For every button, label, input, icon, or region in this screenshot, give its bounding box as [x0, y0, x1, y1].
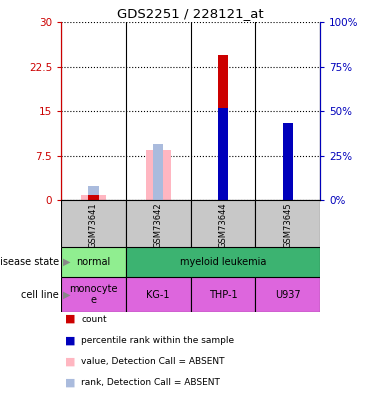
Text: monocyte
e: monocyte e [69, 284, 118, 305]
Bar [126, 277, 191, 312]
Text: ■: ■ [65, 377, 75, 387]
Text: percentile rank within the sample: percentile rank within the sample [81, 336, 235, 345]
Text: myeloid leukemia: myeloid leukemia [180, 257, 266, 267]
Bar [283, 123, 293, 200]
Text: disease state: disease state [0, 257, 59, 267]
Bar [255, 277, 320, 312]
Bar [191, 277, 255, 312]
Text: GSM73644: GSM73644 [218, 202, 228, 247]
Text: normal: normal [76, 257, 111, 267]
Bar [61, 200, 126, 247]
Bar [126, 200, 191, 247]
Bar [191, 200, 255, 247]
Bar [81, 194, 106, 200]
Text: rank, Detection Call = ABSENT: rank, Detection Call = ABSENT [81, 378, 220, 387]
Bar [283, 135, 293, 200]
Bar [153, 144, 163, 200]
Text: ■: ■ [65, 356, 75, 366]
Bar [61, 247, 126, 277]
Bar [88, 185, 98, 200]
Bar [218, 55, 228, 200]
Text: KG-1: KG-1 [147, 290, 170, 300]
Text: GSM73641: GSM73641 [89, 202, 98, 247]
Text: ▶: ▶ [63, 290, 70, 300]
Text: GSM73645: GSM73645 [283, 202, 292, 247]
Bar [88, 194, 98, 200]
Text: count: count [81, 315, 107, 324]
Text: ▶: ▶ [63, 257, 70, 267]
Title: GDS2251 / 228121_at: GDS2251 / 228121_at [117, 7, 264, 20]
Text: U937: U937 [275, 290, 300, 300]
Bar [126, 247, 320, 277]
Bar [61, 277, 126, 312]
Bar [146, 150, 171, 200]
Bar [218, 109, 228, 200]
Text: ■: ■ [65, 335, 75, 345]
Text: ■: ■ [65, 314, 75, 324]
Text: THP-1: THP-1 [209, 290, 237, 300]
Text: cell line: cell line [21, 290, 59, 300]
Bar [255, 200, 320, 247]
Text: GSM73642: GSM73642 [154, 202, 163, 247]
Text: value, Detection Call = ABSENT: value, Detection Call = ABSENT [81, 357, 225, 366]
